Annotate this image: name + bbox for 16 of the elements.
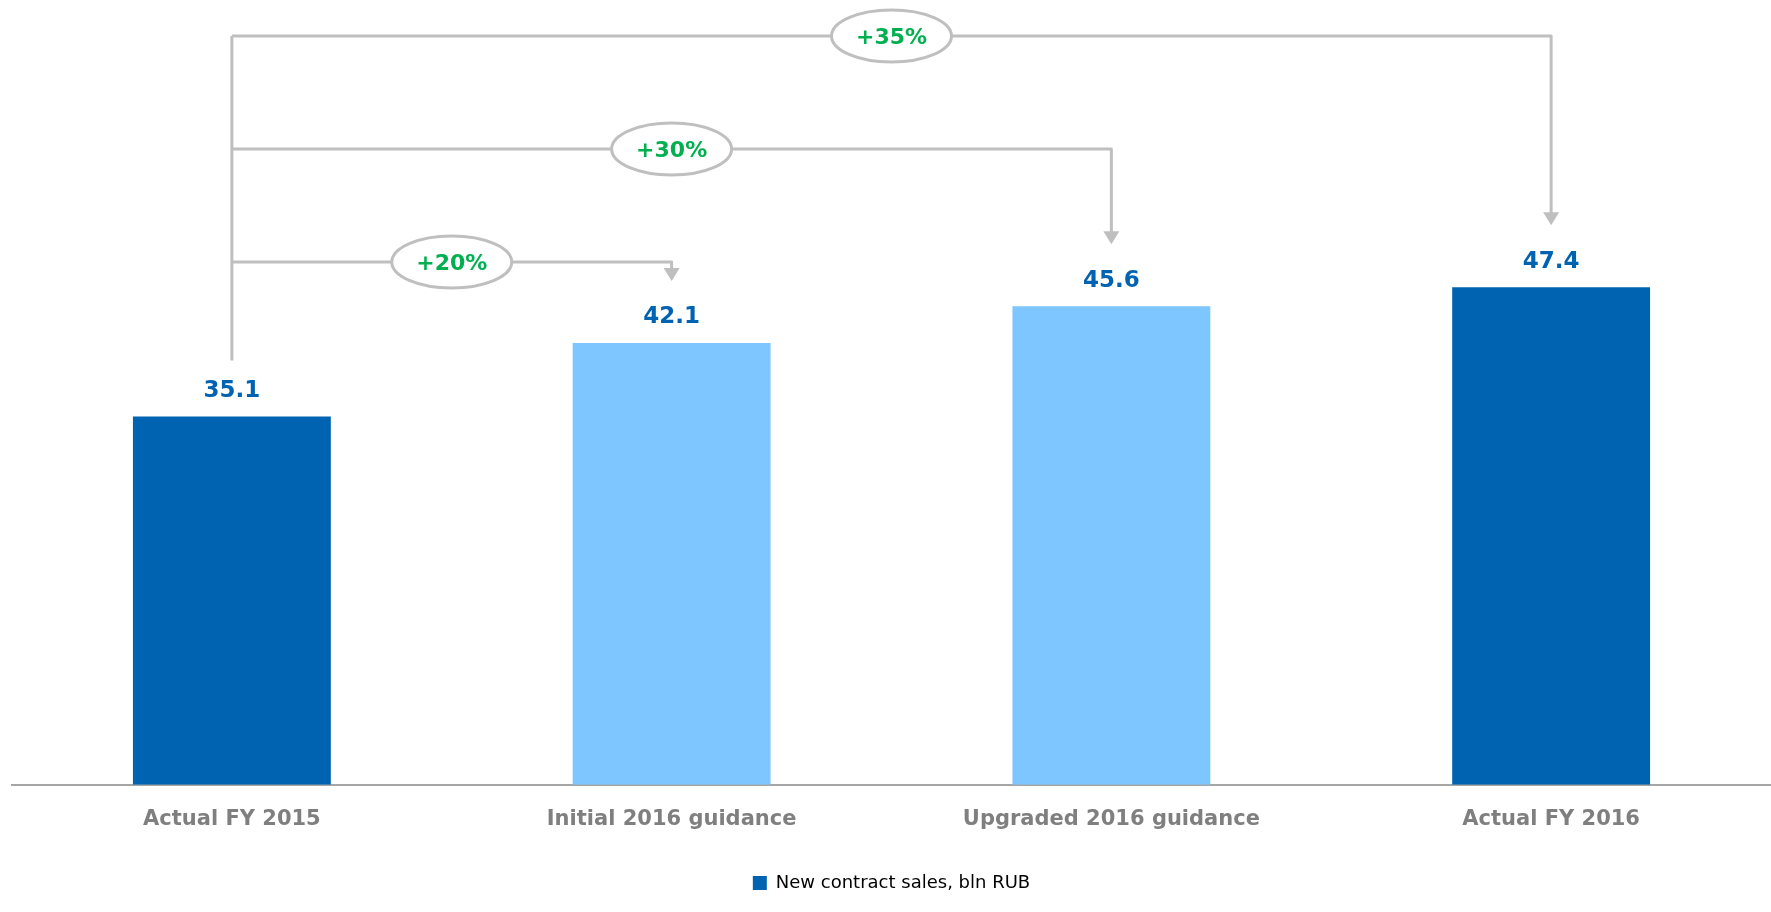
- x-tick-label: Actual FY 2015: [143, 805, 321, 830]
- data-label: 45.6: [1083, 265, 1140, 292]
- x-tick-label: Upgraded 2016 guidance: [962, 805, 1260, 830]
- data-label: 35.1: [203, 375, 261, 402]
- text: +20%: [416, 250, 488, 275]
- text: +30%: [636, 137, 708, 162]
- bar: [1012, 306, 1211, 785]
- bar: [572, 342, 771, 785]
- legend-label: New contract sales, bln RUB: [775, 870, 1031, 892]
- x-tick-label: Initial 2016 guidance: [546, 805, 797, 830]
- data-label: 47.4: [1522, 246, 1580, 273]
- x-tick-label: Actual FY 2016: [1462, 805, 1640, 830]
- text: +35%: [855, 24, 928, 49]
- data-label: 42.1: [643, 302, 700, 329]
- bar: [132, 416, 331, 785]
- bar: [1452, 287, 1651, 785]
